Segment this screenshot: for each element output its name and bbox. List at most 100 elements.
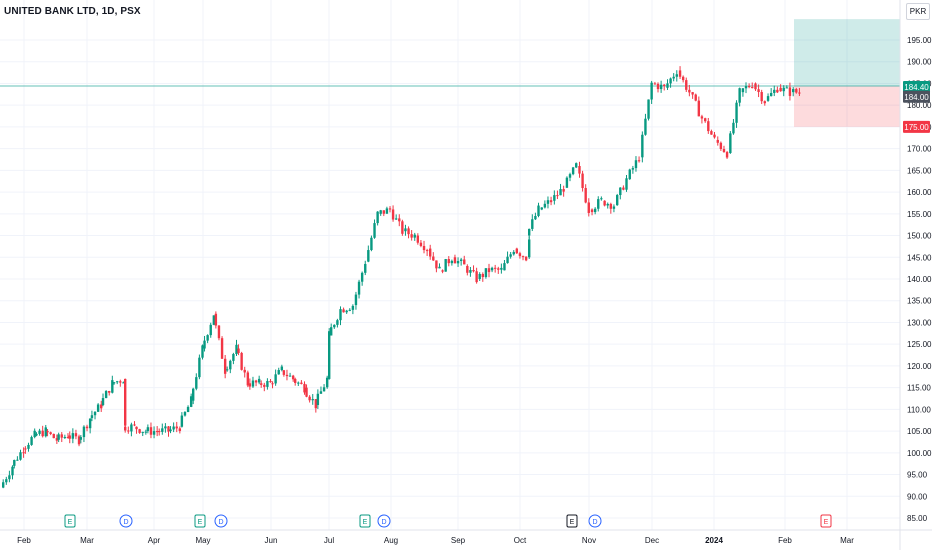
stop-zone[interactable]: [794, 86, 900, 127]
symbol-title[interactable]: UNITED BANK LTD, 1D, PSX: [4, 6, 141, 17]
earnings-marker[interactable]: [566, 514, 578, 528]
y-tick-label: 115.00: [907, 384, 931, 393]
candle-body: [333, 324, 336, 328]
dividend-marker[interactable]: [214, 514, 228, 528]
candle-body: [246, 372, 250, 386]
candle-body: [108, 390, 111, 393]
candle-body: [398, 218, 401, 222]
candle-body: [466, 265, 469, 273]
earnings-marker[interactable]: [359, 514, 371, 528]
candle-body: [2, 482, 5, 488]
chart-grid: [0, 0, 900, 530]
candle-body: [776, 89, 779, 93]
y-tick-label: 150.00: [907, 232, 932, 241]
long-position-tool[interactable]: [794, 19, 900, 127]
candle-body: [713, 134, 716, 138]
earnings-marker[interactable]: [64, 514, 76, 528]
candle-body: [432, 256, 435, 261]
candle-body: [382, 210, 385, 214]
event-label: E: [68, 519, 73, 526]
candle-body: [678, 70, 682, 77]
candle-body: [425, 250, 429, 252]
candle-body: [351, 305, 355, 310]
dividend-marker[interactable]: [588, 514, 602, 528]
candle-body: [606, 203, 609, 206]
candle-body: [493, 267, 497, 269]
event-label: D: [381, 519, 386, 526]
currency-button[interactable]: PKR: [906, 3, 930, 20]
event-label: D: [123, 519, 128, 526]
candle-body: [274, 374, 277, 384]
candle-body: [497, 268, 500, 270]
x-tick-label: Mar: [80, 536, 94, 545]
dividend-marker[interactable]: [377, 514, 391, 528]
candle-body: [450, 260, 454, 264]
candle-body: [609, 203, 613, 209]
candle-body: [738, 88, 741, 103]
candle-body: [277, 370, 280, 375]
candle-body: [769, 92, 773, 97]
candle-body: [16, 459, 19, 461]
dividend-marker[interactable]: [119, 514, 133, 528]
candle-body: [435, 260, 438, 269]
candle-body: [149, 427, 153, 435]
candle-body: [565, 177, 569, 188]
candle-body: [33, 430, 36, 438]
candle-body: [641, 134, 644, 158]
time-axis[interactable]: Feb Mar Apr May Jun Jul Aug Sep Oct Nov Dec 2024 Feb…: [0, 529, 932, 545]
candle-body: [600, 198, 603, 200]
candle-body: [416, 235, 420, 243]
candle-body: [700, 116, 704, 119]
candle-body: [697, 100, 701, 117]
candle-body: [201, 345, 204, 358]
candle-body: [100, 404, 103, 409]
candle-body: [263, 384, 266, 387]
candle-body: [537, 205, 540, 216]
candle-body: [22, 452, 25, 454]
target-zone[interactable]: [794, 19, 900, 87]
candle-body: [663, 84, 666, 86]
price-label-box: [903, 81, 930, 94]
candle-body: [52, 433, 55, 439]
candle-body: [305, 387, 308, 397]
candle-body: [63, 436, 67, 438]
earnings-marker[interactable]: [194, 514, 206, 528]
candle-body: [404, 228, 407, 232]
candle-body: [240, 352, 243, 370]
candle-body: [716, 139, 719, 143]
candle-body: [503, 263, 506, 271]
x-tick-label: Aug: [384, 536, 398, 545]
candle-body: [248, 383, 252, 387]
candle-body: [379, 210, 382, 214]
candle-body: [549, 200, 553, 203]
candle-body: [186, 406, 190, 413]
candle-body: [694, 94, 697, 101]
candle-body: [212, 315, 216, 325]
candle-body: [438, 266, 441, 269]
candle-body: [413, 234, 416, 238]
candle-body: [556, 195, 559, 197]
candle-body: [472, 270, 475, 272]
candle-body: [625, 178, 628, 190]
candle-body: [345, 310, 348, 313]
candle-body: [650, 82, 653, 100]
x-tick-label: Jul: [324, 536, 334, 545]
candle-body: [195, 377, 198, 389]
candle-body: [773, 89, 776, 93]
candle-body: [631, 168, 635, 170]
price-axis[interactable]: 85.00 90.00 95.00 100.00 105.00 110.00 115.00 1…: [899, 0, 932, 550]
y-tick-label: 95.00: [907, 471, 928, 480]
candle-body: [681, 76, 685, 81]
candle-body: [266, 380, 269, 387]
candle-body: [766, 96, 770, 101]
candle-body: [135, 426, 138, 430]
y-tick-label: 120.00: [907, 362, 932, 371]
earnings-marker[interactable]: [820, 514, 832, 528]
candle-body: [66, 436, 70, 438]
candle-body: [226, 369, 229, 371]
candle-body: [575, 163, 578, 168]
candle-body: [719, 142, 723, 150]
candle-body: [744, 86, 748, 89]
